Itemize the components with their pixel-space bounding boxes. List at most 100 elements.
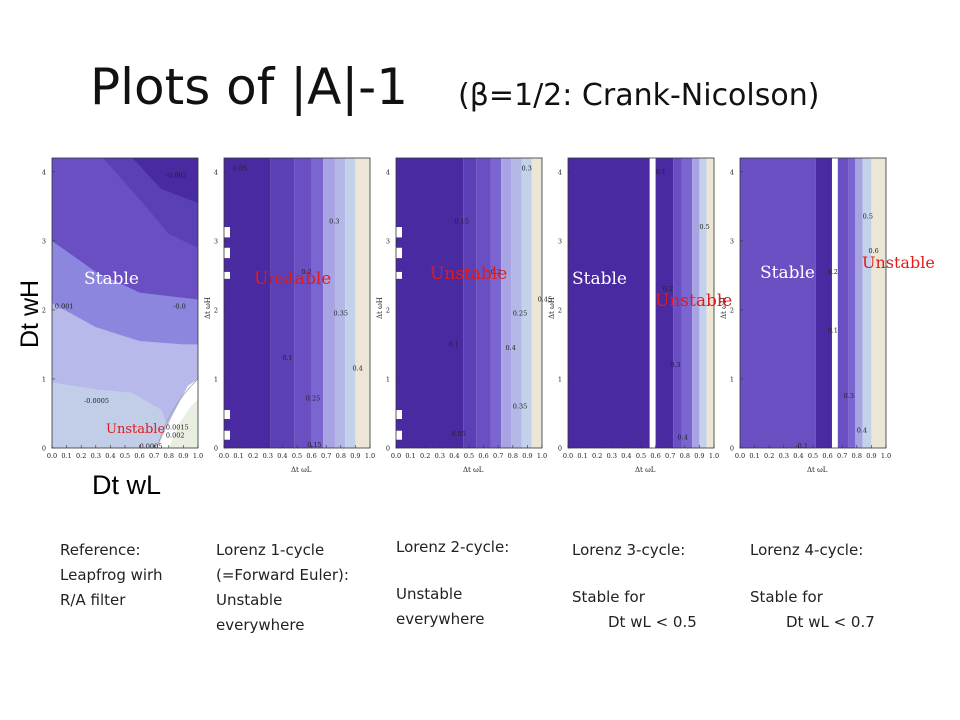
caption-line: Unstable bbox=[396, 585, 463, 603]
contour-label: 0.0005 bbox=[140, 443, 163, 451]
y-tick-label: 2 bbox=[214, 306, 218, 314]
x-tick-label: 0.8 bbox=[680, 452, 690, 460]
contour-label: 0.35 bbox=[334, 309, 348, 317]
caption-lorenz-1: Lorenz 1-cycle (=Forward Euler): Unstabl… bbox=[216, 538, 349, 638]
contour-label: 0.2 bbox=[301, 268, 311, 276]
x-tick-label: 0.2 bbox=[764, 452, 774, 460]
caption-lorenz-3: Lorenz 3-cycle: Stable for Dt wL < 0.5 bbox=[572, 538, 697, 635]
region-label-unstable: Unstable bbox=[655, 291, 732, 311]
x-tick-label: 0.5 bbox=[808, 452, 818, 460]
region-label-unstable: Unstable bbox=[106, 422, 165, 437]
y-axis-label: Δt ωH bbox=[720, 297, 728, 319]
x-tick-label: 0.1 bbox=[61, 452, 71, 460]
x-tick-label: 0.7 bbox=[149, 452, 159, 460]
plot-area bbox=[52, 158, 198, 448]
y-tick-label: 0 bbox=[730, 445, 734, 453]
edge-notch bbox=[396, 430, 402, 440]
y-tick-label: 2 bbox=[558, 306, 562, 314]
y-tick-label: 0 bbox=[42, 445, 46, 453]
x-tick-label: 0.9 bbox=[178, 452, 188, 460]
y-tick-label: 2 bbox=[730, 306, 734, 314]
caption-line: Unstable bbox=[216, 591, 283, 609]
contour-label: 0.3 bbox=[670, 361, 680, 369]
caption-line: everywhere bbox=[216, 616, 305, 634]
contour-label: 0.25 bbox=[306, 394, 320, 402]
x-tick-label: 0.5 bbox=[464, 452, 474, 460]
x-tick-label: 0.9 bbox=[694, 452, 704, 460]
x-tick-label: 0.7 bbox=[493, 452, 503, 460]
x-tick-label: 0.1 bbox=[577, 452, 587, 460]
x-tick-label: 0.3 bbox=[779, 452, 789, 460]
x-tick-label: 0.8 bbox=[852, 452, 862, 460]
x-tick-label: 0.2 bbox=[76, 452, 86, 460]
edge-notch bbox=[396, 227, 402, 238]
caption-lorenz-2: Lorenz 2-cycle: Unstable everywhere bbox=[396, 535, 509, 632]
contour-label: 0.1 bbox=[828, 327, 838, 335]
caption-line: R/A filter bbox=[60, 591, 126, 609]
heat-band bbox=[862, 158, 872, 448]
contour-label: -0.002 bbox=[166, 171, 187, 179]
x-tick-label: 0.2 bbox=[248, 452, 258, 460]
heat-band bbox=[692, 158, 700, 448]
edge-notch bbox=[396, 247, 402, 259]
contour-label: 0.5 bbox=[699, 223, 709, 231]
caption-line: Lorenz 3-cycle: bbox=[572, 541, 686, 559]
x-tick-label: 0.3 bbox=[91, 452, 101, 460]
edge-notch bbox=[224, 271, 230, 279]
heat-band bbox=[463, 158, 477, 448]
heat-band bbox=[476, 158, 491, 448]
heat-band bbox=[270, 158, 295, 448]
unstable-region bbox=[168, 399, 198, 448]
heat-band bbox=[501, 158, 512, 448]
contour-label: 0.3 bbox=[522, 164, 532, 172]
heat-band bbox=[345, 158, 356, 448]
y-tick-label: 3 bbox=[386, 237, 390, 245]
contour-label: 0.6 bbox=[868, 247, 878, 255]
x-axis-label: Δt ωL bbox=[807, 466, 828, 474]
heat-band bbox=[815, 158, 832, 448]
x-tick-label: 0.4 bbox=[277, 452, 287, 460]
heat-band bbox=[521, 158, 532, 448]
contour-label: 0.05 bbox=[233, 164, 247, 172]
x-tick-label: 0.9 bbox=[522, 452, 532, 460]
y-tick-label: 3 bbox=[214, 237, 218, 245]
contour-line bbox=[156, 378, 198, 448]
x-tick-label: 0.4 bbox=[793, 452, 803, 460]
caption-line: Lorenz 2-cycle: bbox=[396, 538, 510, 556]
y-tick-label: 3 bbox=[730, 237, 734, 245]
y-tick-label: 1 bbox=[730, 375, 734, 383]
caption-line: (=Forward Euler): bbox=[216, 566, 349, 584]
y-tick-label: 3 bbox=[558, 237, 562, 245]
contour-label: -0.0 bbox=[173, 302, 186, 310]
y-tick-label: 4 bbox=[730, 168, 734, 176]
slide-title: Plots of |A|-1 bbox=[90, 58, 409, 116]
y-tick-label: 1 bbox=[42, 375, 46, 383]
x-tick-label: 0.5 bbox=[120, 452, 130, 460]
y-tick-label: 1 bbox=[214, 375, 218, 383]
x-axis-label: Δt ωL bbox=[463, 466, 484, 474]
x-tick-label: 1.0 bbox=[365, 452, 375, 460]
contour-label: 0.05 bbox=[451, 430, 465, 438]
x-tick-label: 0.2 bbox=[420, 452, 430, 460]
plot-area bbox=[740, 158, 886, 448]
contour-label: 0.45 bbox=[538, 296, 552, 304]
contour-label: 0.5 bbox=[863, 213, 873, 221]
y-tick-label: 1 bbox=[558, 375, 562, 383]
x-tick-label: 0.3 bbox=[263, 452, 273, 460]
chart-panel-lorenz-2: 0.0 0.1 0.2 0.3 0.4 0.5 0.6 0.7 0.8 0.9 1.0 0 1 2 3 4 Δt… bbox=[376, 157, 552, 474]
caption-line: Stable for bbox=[572, 588, 645, 606]
heat-band bbox=[531, 158, 542, 448]
chart-panel-lorenz-1: 0.0 0.1 0.2 0.3 0.4 0.5 0.6 0.7 0.8 0.9 1.0 0 1 2 3 4 Δt… bbox=[204, 157, 375, 474]
x-tick-label: 0.0 bbox=[563, 452, 573, 460]
edge-notch bbox=[396, 271, 402, 279]
contour-label: 0.4 bbox=[352, 365, 362, 373]
region-label-unstable: Unstable bbox=[430, 264, 507, 284]
chart-panel-lorenz-3: 0.0 0.1 0.2 0.3 0.4 0.5 0.6 0.7 0.8 0.9 1.0 0 1 2 3 4 Δt… bbox=[548, 157, 719, 474]
contour-label: 0.4 bbox=[506, 344, 516, 352]
x-tick-label: 0.4 bbox=[449, 452, 459, 460]
contour-label: 0.1 bbox=[282, 354, 292, 362]
caption-line: Stable for bbox=[750, 588, 823, 606]
heat-band bbox=[311, 158, 324, 448]
x-axis-label: Δt ωL bbox=[635, 466, 656, 474]
x-tick-label: 0.0 bbox=[219, 452, 229, 460]
